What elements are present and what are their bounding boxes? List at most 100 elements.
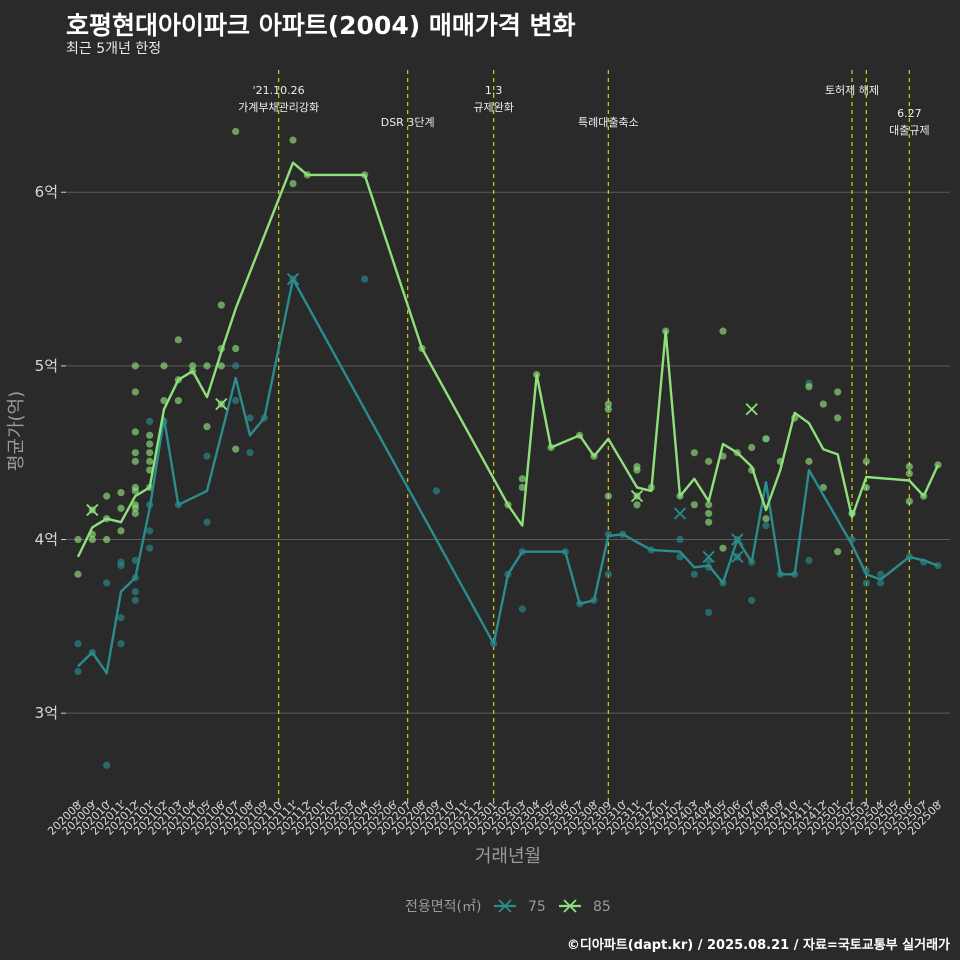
data-point <box>719 327 727 335</box>
data-point <box>217 362 225 370</box>
data-point <box>74 570 82 578</box>
data-point <box>160 397 168 405</box>
data-point <box>117 504 125 512</box>
data-point <box>834 414 842 422</box>
data-point <box>604 492 612 500</box>
cross-marker <box>673 507 687 520</box>
data-point <box>905 469 913 478</box>
lines-layer <box>76 161 940 675</box>
data-point <box>432 487 440 495</box>
data-point <box>131 449 139 457</box>
data-point <box>117 527 125 535</box>
data-point <box>131 388 139 396</box>
data-point <box>762 515 770 523</box>
data-point <box>117 489 125 497</box>
data-point <box>690 501 698 509</box>
data-point <box>361 275 369 283</box>
data-point <box>690 570 698 578</box>
data-point <box>805 556 813 564</box>
event-label: 특례대출축소 <box>578 116 639 129</box>
data-point <box>633 501 641 509</box>
data-point <box>289 179 297 188</box>
data-point <box>705 608 713 617</box>
event-label: '21.10.26 <box>253 84 305 97</box>
series-line-85 <box>76 161 940 558</box>
data-point <box>117 614 125 622</box>
cross-layer <box>86 272 758 564</box>
data-point <box>189 362 197 370</box>
data-point <box>232 362 240 370</box>
data-point <box>232 344 240 353</box>
cross-marker <box>630 489 644 503</box>
data-point <box>633 462 641 471</box>
data-point <box>518 483 526 492</box>
y-tick-label: 3억 <box>35 704 58 722</box>
cross-marker <box>731 533 744 546</box>
chart-subtitle: 최근 5개년 한정 <box>66 41 162 57</box>
cross-marker <box>86 503 99 517</box>
data-point <box>676 535 684 544</box>
data-point <box>74 535 82 544</box>
data-point <box>834 388 842 396</box>
data-point <box>705 509 713 518</box>
data-point <box>131 509 139 518</box>
data-point <box>905 462 913 471</box>
data-point <box>690 449 698 457</box>
data-point <box>117 640 125 648</box>
event-label: DSR 3단계 <box>381 116 435 129</box>
event-label: 6.27 <box>897 107 922 120</box>
data-point <box>131 596 139 604</box>
legend-cross-75 <box>498 899 512 913</box>
data-point <box>805 457 813 465</box>
data-point <box>146 544 154 552</box>
data-point <box>131 556 139 564</box>
data-point <box>146 457 154 465</box>
legend-label-75: 75 <box>528 899 546 915</box>
data-point <box>604 405 612 413</box>
data-point <box>719 544 727 552</box>
axis-layer: 3억4억5억6억20200820200920201020201120201220… <box>6 183 944 867</box>
data-point <box>146 449 154 457</box>
data-point <box>131 483 139 492</box>
data-point <box>289 136 297 144</box>
data-point <box>862 483 870 492</box>
y-tick-label: 6억 <box>35 183 58 201</box>
data-point <box>232 127 240 136</box>
event-label: 토허제 해제 <box>825 83 879 97</box>
event-label: 1.3 <box>485 84 503 97</box>
legend-title: 전용면적(㎡) <box>405 899 481 915</box>
data-point <box>131 362 139 370</box>
data-point <box>74 667 82 676</box>
data-point <box>905 497 913 505</box>
data-point <box>877 570 885 578</box>
data-point <box>117 558 125 566</box>
data-point <box>862 457 870 465</box>
cross-marker <box>702 550 715 564</box>
y-axis-label: 평균가(억) <box>6 391 27 471</box>
data-point <box>518 475 526 483</box>
data-point <box>203 518 211 526</box>
cross-marker <box>745 403 758 416</box>
legend-label-85: 85 <box>593 899 611 915</box>
data-point <box>74 640 82 648</box>
data-point <box>103 579 111 587</box>
data-point <box>705 518 713 526</box>
data-point <box>705 501 713 509</box>
data-point <box>705 457 713 465</box>
data-point <box>88 535 96 544</box>
cross-marker <box>286 272 300 286</box>
data-point <box>131 457 139 465</box>
x-axis-label: 거래년월 <box>475 846 541 867</box>
data-point <box>762 435 770 443</box>
legend: 전용면적(㎡) 75 85 <box>405 899 611 915</box>
data-point <box>877 579 885 587</box>
data-point <box>217 301 225 309</box>
cross-marker <box>731 550 744 564</box>
source-caption: ©디아파트(dapt.kr) / 2025.08.21 / 자료=국토교통부 실… <box>566 938 950 953</box>
data-point <box>174 397 182 405</box>
data-point <box>203 423 211 431</box>
chart-title: 호평현대아이파크 아파트(2004) 매매가격 변화 <box>66 11 576 40</box>
data-point <box>160 362 168 370</box>
data-point <box>131 428 139 436</box>
